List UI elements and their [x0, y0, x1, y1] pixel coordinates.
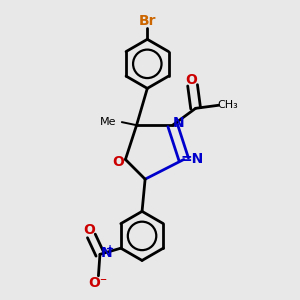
Text: O: O: [83, 224, 95, 237]
Text: +: +: [106, 244, 114, 254]
Text: =N: =N: [180, 152, 203, 167]
Text: O: O: [113, 155, 124, 169]
Text: N: N: [100, 246, 112, 260]
Text: N: N: [172, 116, 184, 130]
Text: Me: Me: [100, 117, 117, 127]
Text: Br: Br: [139, 14, 156, 28]
Text: O⁻: O⁻: [88, 275, 107, 290]
Text: CH₃: CH₃: [218, 100, 238, 110]
Text: O: O: [185, 73, 197, 87]
